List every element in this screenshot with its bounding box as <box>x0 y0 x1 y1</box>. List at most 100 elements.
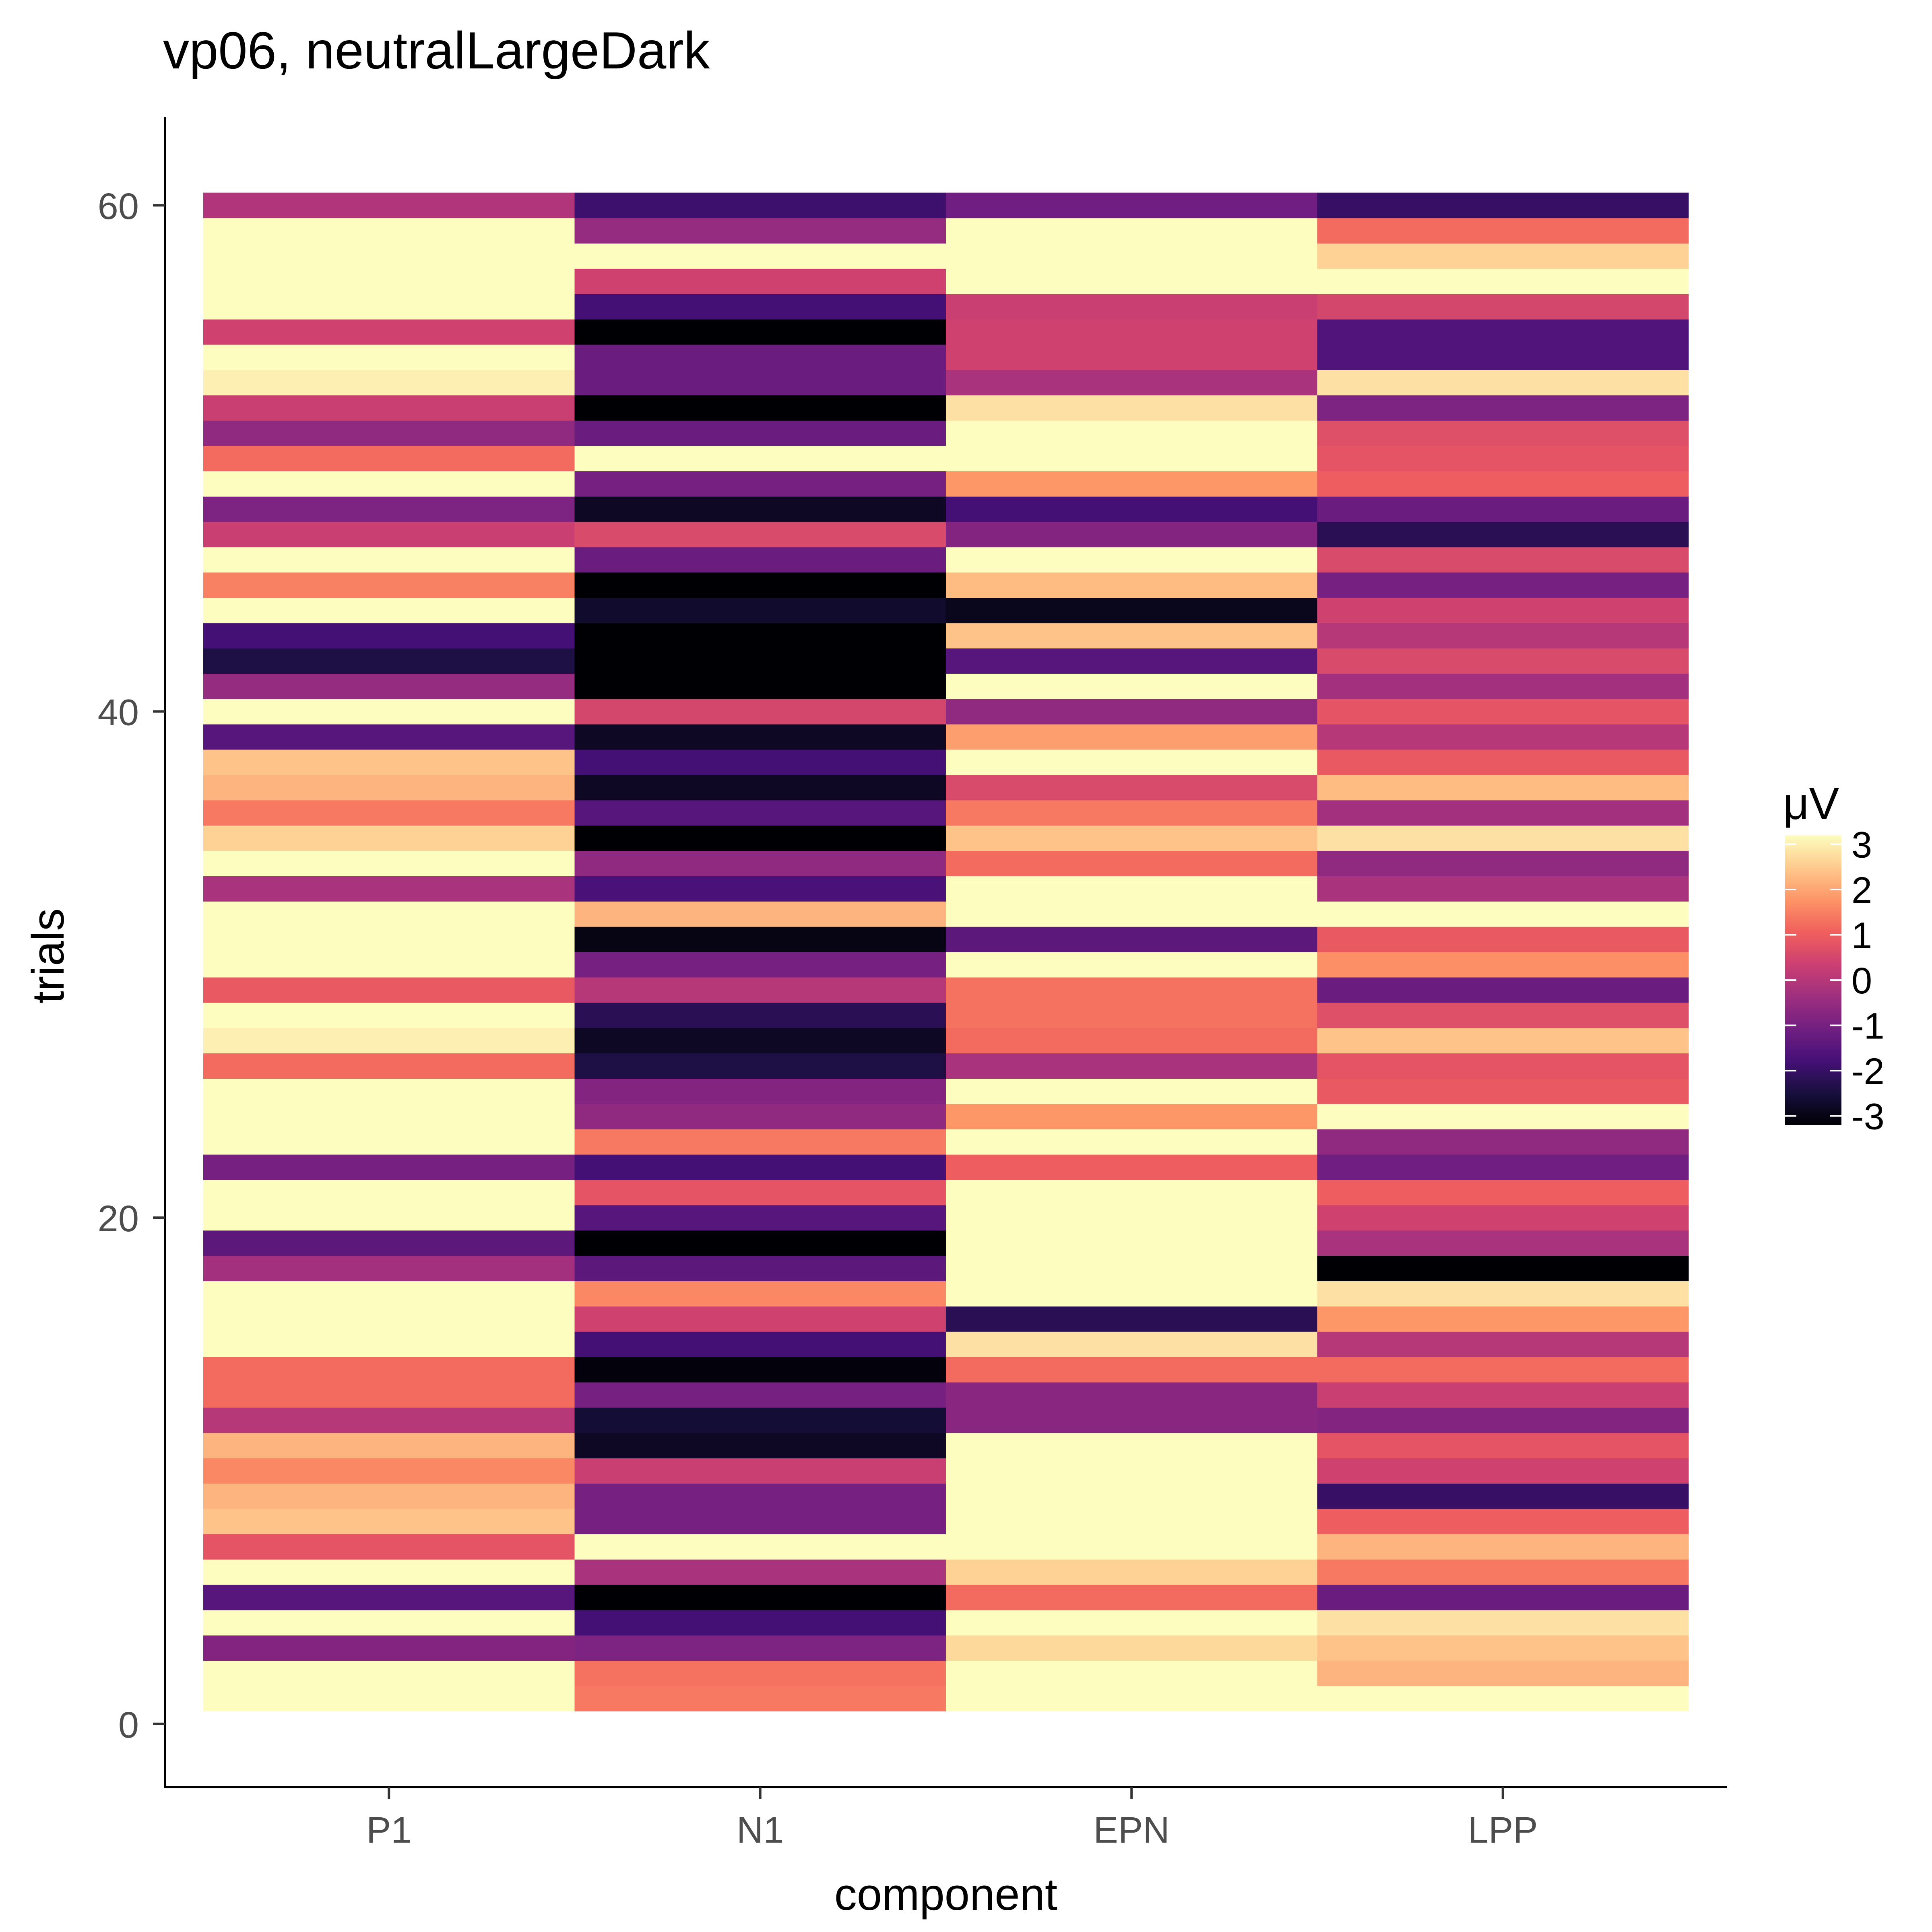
heatmap-cell <box>946 1382 1318 1408</box>
heatmap-cell <box>574 243 946 269</box>
heatmap-cell <box>203 243 575 269</box>
heatmap-cell <box>574 1559 946 1585</box>
heatmap-cell <box>1317 294 1689 320</box>
heatmap-cell <box>946 344 1318 370</box>
heatmap-cell <box>574 446 946 471</box>
colorbar-tick-label: 2 <box>1852 870 1872 911</box>
heatmap-cell <box>574 1686 946 1711</box>
heatmap-cell <box>574 1331 946 1357</box>
heatmap-cell <box>574 850 946 876</box>
heatmap-cell <box>574 218 946 244</box>
heatmap-cell <box>203 800 575 826</box>
colorbar-tick-label: -3 <box>1852 1096 1885 1137</box>
heatmap-cell <box>946 1458 1318 1484</box>
heatmap-cell <box>946 369 1318 396</box>
x-tick-label: P1 <box>366 1810 412 1851</box>
heatmap-cell <box>946 749 1318 775</box>
heatmap-cell <box>1317 1635 1689 1661</box>
heatmap-cell <box>574 522 946 547</box>
heatmap-cell <box>574 420 946 446</box>
heatmap-cell <box>574 623 946 649</box>
heatmap-cell <box>946 825 1318 851</box>
heatmap-cell <box>1317 850 1689 876</box>
heatmap-cell <box>946 876 1318 902</box>
heatmap-cell <box>946 268 1318 294</box>
heatmap-cell <box>574 1205 946 1231</box>
heatmap-cell <box>574 547 946 573</box>
heatmap-cell <box>946 699 1318 724</box>
heatmap-cell <box>574 1458 946 1484</box>
heatmap-cell <box>574 800 946 826</box>
heatmap-cell <box>574 1407 946 1433</box>
y-axis-ticks: 0 20 40 60 <box>98 186 165 1746</box>
heatmap-cell <box>203 1382 575 1408</box>
heatmap-cell <box>203 623 575 649</box>
y-tick-label: 0 <box>118 1705 139 1746</box>
heatmap-cell <box>203 876 575 902</box>
heatmap-cell <box>203 471 575 497</box>
heatmap-cell <box>203 1205 575 1231</box>
heatmap-cell <box>574 192 946 219</box>
heatmap-cell <box>946 901 1318 927</box>
colorbar-title: μV <box>1783 778 1839 829</box>
heatmap-cell <box>946 395 1318 421</box>
heatmap-cell <box>203 927 575 952</box>
heatmap-cell <box>203 724 575 750</box>
heatmap-cell <box>203 1534 575 1560</box>
colorbar-tick-label: 3 <box>1852 825 1872 866</box>
heatmap-cell <box>203 850 575 876</box>
heatmap-cell <box>946 648 1318 674</box>
heatmap-cell <box>203 774 575 801</box>
heatmap-cell <box>574 268 946 294</box>
heatmap-cell <box>946 1306 1318 1332</box>
heatmap-cell <box>946 1053 1318 1079</box>
heatmap-cell <box>1317 369 1689 396</box>
heatmap-cell <box>203 1002 575 1028</box>
heatmap-cell <box>1317 1660 1689 1686</box>
heatmap-cell <box>1317 800 1689 826</box>
heatmap-cell <box>946 1028 1318 1054</box>
heatmap-cell <box>203 648 575 674</box>
heatmap-cell <box>203 572 575 598</box>
heatmap-cell <box>946 673 1318 699</box>
heatmap-cell <box>946 597 1318 623</box>
heatmap-cell <box>574 1053 946 1079</box>
heatmap-cell <box>574 597 946 623</box>
heatmap-cell <box>946 1686 1318 1711</box>
heatmap-cell <box>1317 1104 1689 1129</box>
heatmap-cell <box>1317 1255 1689 1282</box>
heatmap-cell <box>574 648 946 674</box>
heatmap-cell <box>946 1357 1318 1383</box>
heatmap-cell <box>203 522 575 547</box>
heatmap-cell <box>574 1584 946 1610</box>
heatmap-cell <box>1317 1053 1689 1079</box>
colorbar-tick-label: -2 <box>1852 1051 1885 1092</box>
heatmap-cell <box>946 294 1318 320</box>
heatmap-cell <box>1317 1407 1689 1433</box>
heatmap-cell <box>203 369 575 396</box>
heatmap-cell <box>1317 825 1689 851</box>
y-tick-label: 40 <box>98 692 139 733</box>
heatmap-cell <box>1317 1382 1689 1408</box>
heatmap-cell <box>203 496 575 522</box>
heatmap-cells <box>203 192 1689 1711</box>
heatmap-cell <box>574 1660 946 1686</box>
heatmap-cell <box>946 850 1318 876</box>
heatmap-cell <box>203 1028 575 1054</box>
heatmap-cell <box>1317 1483 1689 1509</box>
x-tick-label: EPN <box>1094 1810 1170 1851</box>
heatmap-cell <box>203 1357 575 1383</box>
heatmap-cell <box>574 1635 946 1661</box>
heatmap-cell <box>203 952 575 978</box>
heatmap-cell <box>203 218 575 244</box>
heatmap-cell <box>946 1154 1318 1180</box>
heatmap-cell <box>203 1635 575 1661</box>
heatmap-cell <box>1317 471 1689 497</box>
heatmap-cell <box>574 876 946 902</box>
heatmap-cell <box>1317 420 1689 446</box>
heatmap-cell <box>1317 547 1689 573</box>
heatmap-cell <box>946 1104 1318 1129</box>
heatmap-cell <box>946 1407 1318 1433</box>
heatmap-cell <box>946 1129 1318 1155</box>
